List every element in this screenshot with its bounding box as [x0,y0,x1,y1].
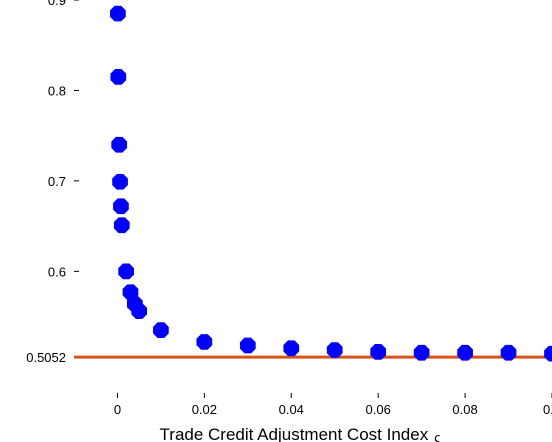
x-tick-label: 0.08 [452,402,477,417]
data-point [118,263,134,280]
x-tick-label: 0.06 [366,402,391,417]
data-point [131,303,148,320]
data-point [239,337,256,354]
data-point [500,344,517,361]
data-point [283,340,300,357]
y-tick-label: 0.6 [48,264,66,279]
x-tick-label: 0.04 [279,402,304,417]
x-axis-symbol: ς [434,430,440,442]
data-point [413,344,430,361]
y-tick-label: 0.5052 [26,350,66,365]
tick-labels: 0 0.02 0.04 0.06 0.08 0.1 0.5052 0.6 0.7 0.8 0.9 [26,0,552,417]
x-tick-label: 0.02 [192,402,217,417]
data-point [370,344,387,360]
x-tick-label: 0.1 [543,402,552,417]
data-points [110,5,552,362]
x-axis-label: Trade Credit Adjustment Cost Index ς [160,425,441,442]
data-point [326,342,343,358]
y-tick-label: 0.7 [48,174,66,189]
x-tick-label: 0 [114,402,121,417]
data-point [196,334,213,350]
data-point [111,136,128,153]
data-point [457,344,473,361]
y-tick-label: 0.8 [48,83,66,98]
axes [74,0,552,398]
data-point [112,173,128,190]
data-point [110,5,126,22]
data-point [113,217,130,234]
data-point [113,198,129,215]
data-point [110,69,127,85]
data-point [544,345,552,362]
y-tick-label: 0.9 [48,0,66,8]
data-point [153,322,169,339]
